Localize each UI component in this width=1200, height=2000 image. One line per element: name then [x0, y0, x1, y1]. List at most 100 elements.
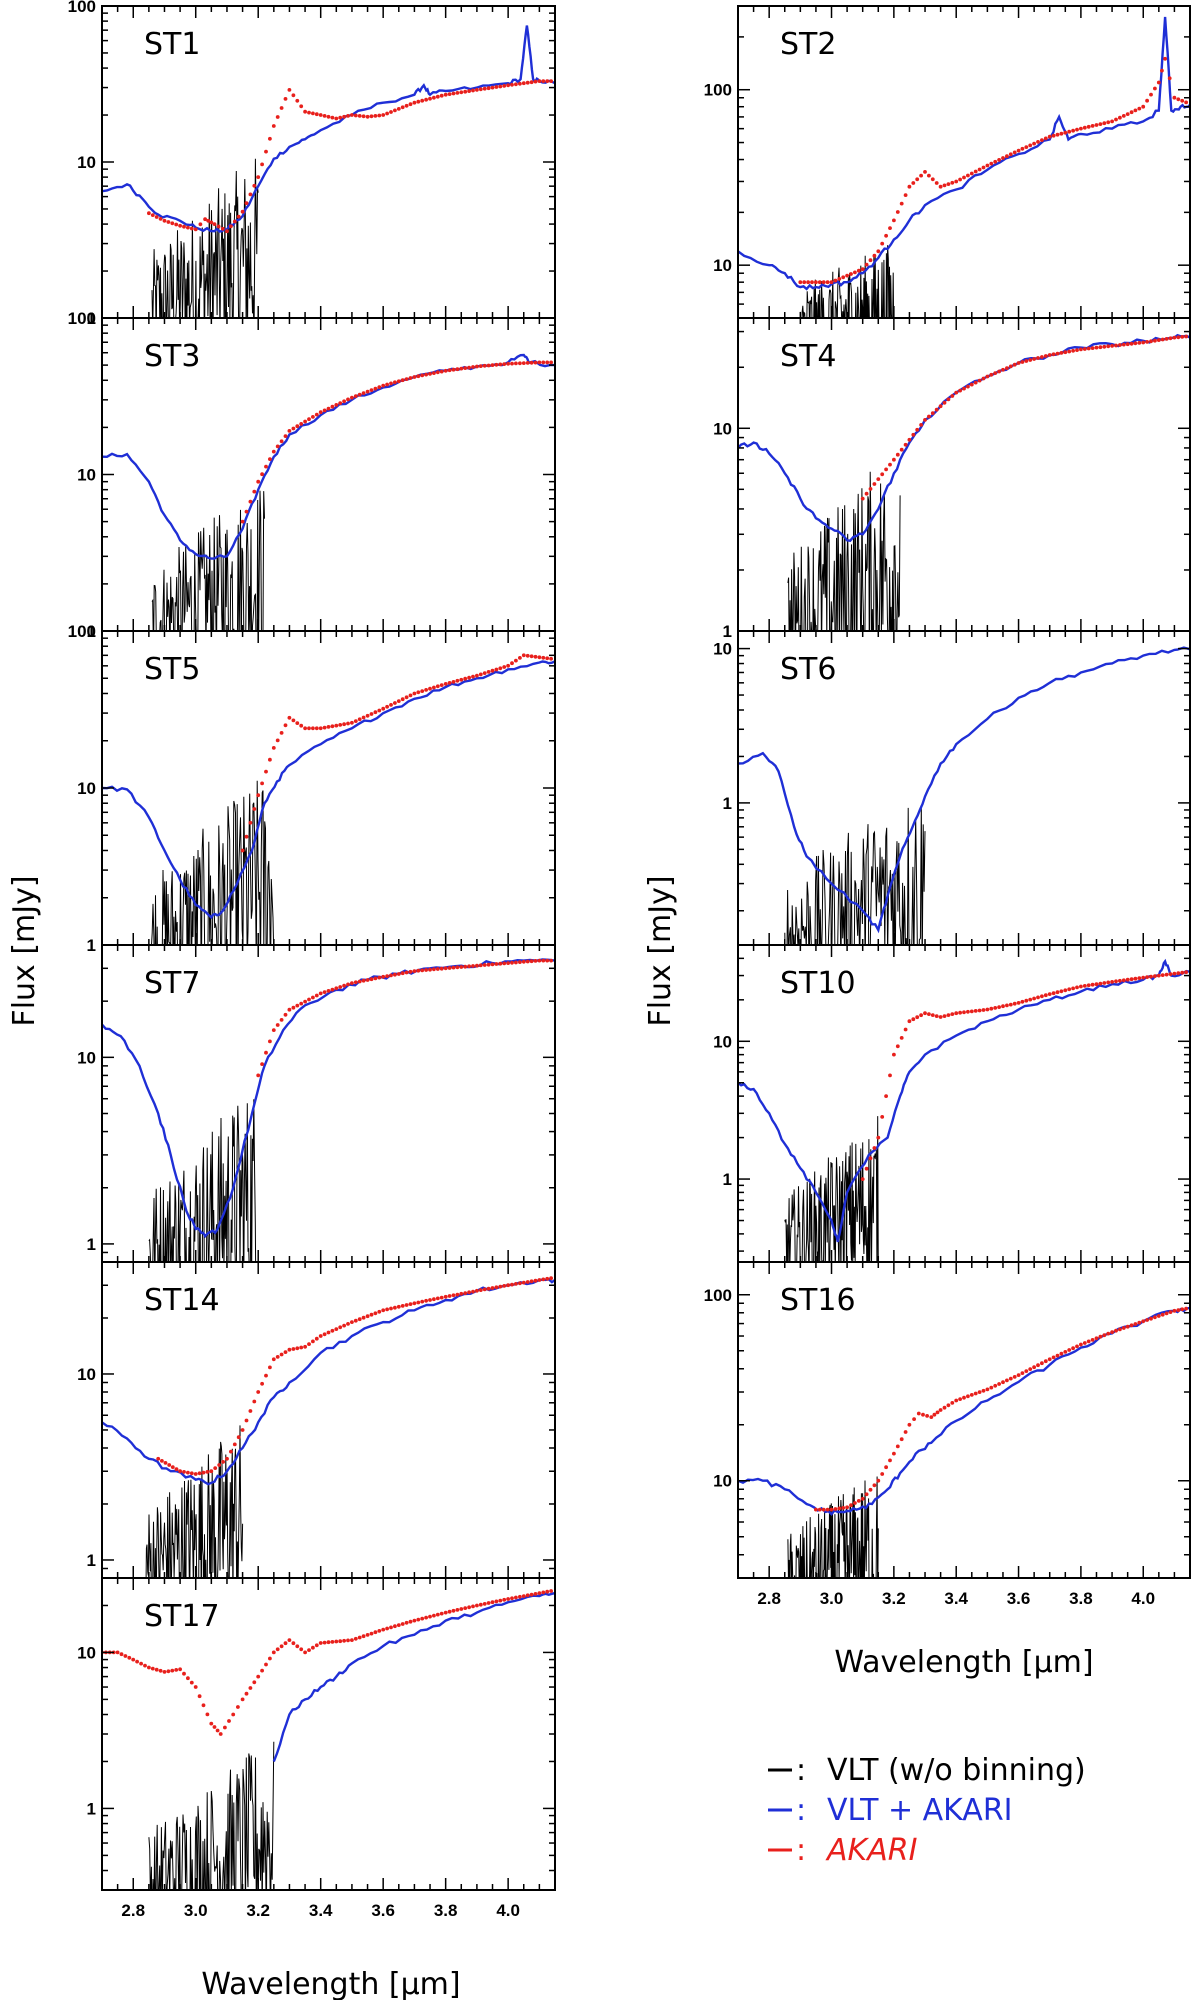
panel-st17: 1 10 2.8 3.0 3.2 3.4 3.6 3.8 4.0 ST17 [77, 1577, 556, 1920]
akari-point [330, 115, 335, 120]
akari-point [549, 1276, 553, 1281]
akari-point [514, 658, 518, 663]
akari-point [404, 695, 409, 700]
akari-point [295, 98, 300, 103]
akari-point [545, 79, 550, 83]
akari-point [229, 1449, 233, 1454]
akari-point [1156, 973, 1161, 978]
akari-point [518, 361, 522, 366]
akari-point [1098, 981, 1103, 986]
akari-point [279, 439, 284, 444]
akari-point [1149, 92, 1153, 97]
akari-point [934, 1014, 939, 1018]
akari-point [311, 995, 315, 1000]
akari-point [833, 278, 838, 283]
akari-point [326, 114, 331, 119]
vlt-akari-series-st5 [102, 660, 555, 920]
akari-point [916, 1411, 921, 1416]
akari-point [330, 1328, 335, 1333]
akari-point [475, 963, 479, 968]
akari-point [439, 966, 444, 971]
akari-point [1005, 154, 1009, 159]
akari-point [1055, 1353, 1060, 1358]
akari-point [1086, 346, 1091, 351]
akari-point [915, 1015, 920, 1020]
akari-point [490, 1600, 495, 1605]
akari-point [989, 372, 994, 377]
akari-point [1160, 337, 1165, 342]
akari-point [545, 958, 550, 963]
akari-point [946, 1403, 951, 1408]
akari-point [338, 1325, 343, 1330]
akari-point [439, 1295, 444, 1300]
akari-point [314, 1336, 319, 1341]
panel-plot-area [738, 16, 1190, 318]
akari-point [529, 1279, 534, 1284]
akari-point [907, 1422, 912, 1427]
akari-point [463, 676, 468, 681]
akari-point [915, 177, 920, 182]
akari-point [502, 362, 507, 366]
akari-point [1040, 1361, 1044, 1366]
akari-point [1079, 347, 1083, 352]
akari-point [1032, 357, 1036, 361]
akari-point [911, 1017, 916, 1022]
akari-point [307, 417, 311, 422]
akari-point [1106, 344, 1111, 349]
akari-point [1129, 1323, 1134, 1328]
akari-point [322, 990, 327, 994]
akari-point [209, 1721, 214, 1726]
akari-point [260, 1381, 264, 1386]
akari-point [451, 1293, 456, 1298]
akari-point [475, 1603, 479, 1608]
akari-point [1090, 982, 1095, 987]
akari-point [1001, 1380, 1005, 1385]
akari-point [400, 971, 405, 976]
akari-point [396, 699, 401, 703]
akari-point [353, 719, 358, 723]
akari-point [361, 114, 366, 119]
akari-point [256, 793, 261, 798]
akari-point [880, 241, 885, 246]
akari-point [895, 1444, 900, 1449]
akari-point [353, 394, 358, 398]
akari-point [514, 1282, 518, 1286]
akari-point [357, 1635, 362, 1640]
akari-point [295, 1346, 300, 1351]
akari-point [903, 193, 908, 198]
akari-point [139, 1661, 144, 1666]
akari-point [240, 1697, 245, 1702]
akari-point [1071, 128, 1075, 133]
akari-point [923, 418, 927, 422]
akari-point [1129, 110, 1134, 115]
akari-point [817, 280, 822, 285]
akari-point [295, 1003, 300, 1008]
panel-title: ST16 [780, 1283, 856, 1318]
akari-point [1079, 984, 1083, 989]
akari-point [471, 1289, 475, 1294]
akari-point [1043, 136, 1048, 141]
akari-point [385, 1626, 389, 1631]
akari-point [428, 1298, 432, 1302]
akari-point [193, 227, 198, 232]
legend: : VLT (w/o binning) : VLT + AKARI : AKAR… [768, 1753, 1086, 1868]
akari-point [950, 1401, 955, 1405]
akari-point [330, 1640, 335, 1644]
akari-point [236, 1705, 240, 1709]
akari-point [463, 1606, 468, 1610]
akari-point [353, 1318, 358, 1323]
akari-point [295, 1644, 300, 1649]
akari-point [798, 280, 803, 285]
x-tick-label: 3.6 [371, 1901, 395, 1920]
akari-point [521, 81, 526, 86]
akari-point [424, 688, 428, 692]
akari-point [381, 706, 386, 711]
panel-plot-area [102, 1589, 555, 1890]
akari-point [326, 406, 331, 411]
y-tick-label: 1 [723, 1170, 732, 1189]
akari-point [498, 666, 503, 671]
akari-point [973, 380, 978, 385]
vlt-akari-series-st2 [738, 16, 1190, 291]
akari-point [1125, 112, 1130, 116]
akari-point [432, 1613, 436, 1618]
